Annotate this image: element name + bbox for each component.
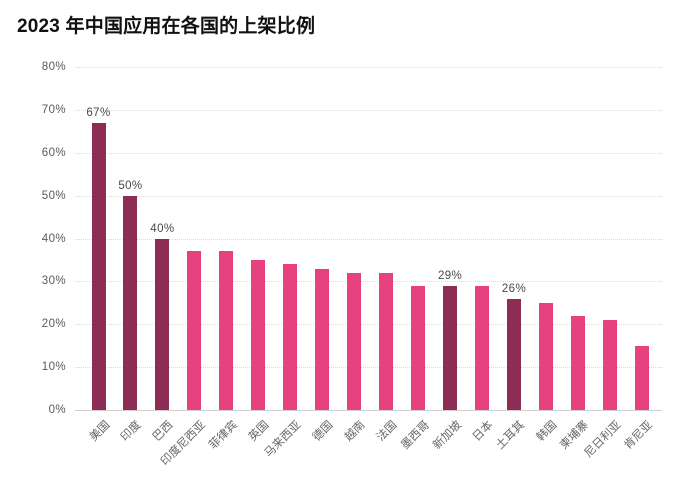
gridline [75,281,662,283]
x-axis-category-label: 德国 [310,419,336,444]
x-axis-category-label: 美国 [87,419,112,444]
x-axis-category-label: 韩国 [534,419,560,444]
bar-value-label: 67% [86,106,111,119]
x-axis-category-label: 菲律宾 [206,419,240,452]
bar [411,285,426,410]
y-axis-tick-label: 70% [41,103,66,116]
y-axis-tick-label: 10% [41,361,66,374]
gridline [75,109,662,111]
chart-title: 2023 年中国应用在各国的上架比例 [17,16,316,37]
gridline [75,67,662,68]
gridline [75,238,662,240]
x-axis-category-label: 法国 [374,419,400,444]
bar-value-label: 40% [150,222,175,235]
bar [602,319,617,410]
x-axis-category-label: 肯尼亚 [622,419,656,452]
bar-value-label: 26% [501,282,527,295]
y-axis-tick-label: 50% [41,189,66,202]
bar [379,272,394,410]
bar [283,264,298,410]
x-axis-category-label: 巴西 [151,419,176,444]
bar [634,345,649,410]
y-axis-tick-label: 80% [41,61,66,73]
bar [570,315,585,410]
y-axis-tick-label: 30% [41,275,66,288]
bar-value-label: 50% [118,179,143,192]
bar [91,122,106,410]
y-axis-tick-label: 60% [41,146,66,159]
bar [123,195,138,410]
x-axis-line [75,410,662,411]
bar [538,302,553,410]
bar [443,285,458,410]
x-axis-category-label: 印度 [119,419,144,444]
bar [475,285,490,410]
bar [347,272,362,410]
x-axis-category-label: 日本 [470,419,496,444]
x-axis-category-label: 越南 [342,419,368,444]
bar-value-label: 29% [437,269,463,282]
x-axis-category-label: 英国 [247,419,272,444]
y-axis-tick-label: 20% [41,318,66,331]
x-axis-category-label: 土耳其 [494,419,528,452]
gridline [75,367,662,369]
bar [506,298,521,410]
y-axis-tick-label: 40% [41,232,66,245]
x-axis-category-label: 墨西哥 [398,419,432,452]
y-axis-tick-label: 0% [48,404,66,416]
bar [155,238,170,410]
x-axis-category-label: 新加坡 [430,419,464,452]
bar [187,251,202,410]
gridline [75,324,662,326]
bar [251,259,266,410]
bar [315,268,330,410]
gridline [75,152,662,154]
gridline [75,195,662,197]
bar [219,251,234,410]
